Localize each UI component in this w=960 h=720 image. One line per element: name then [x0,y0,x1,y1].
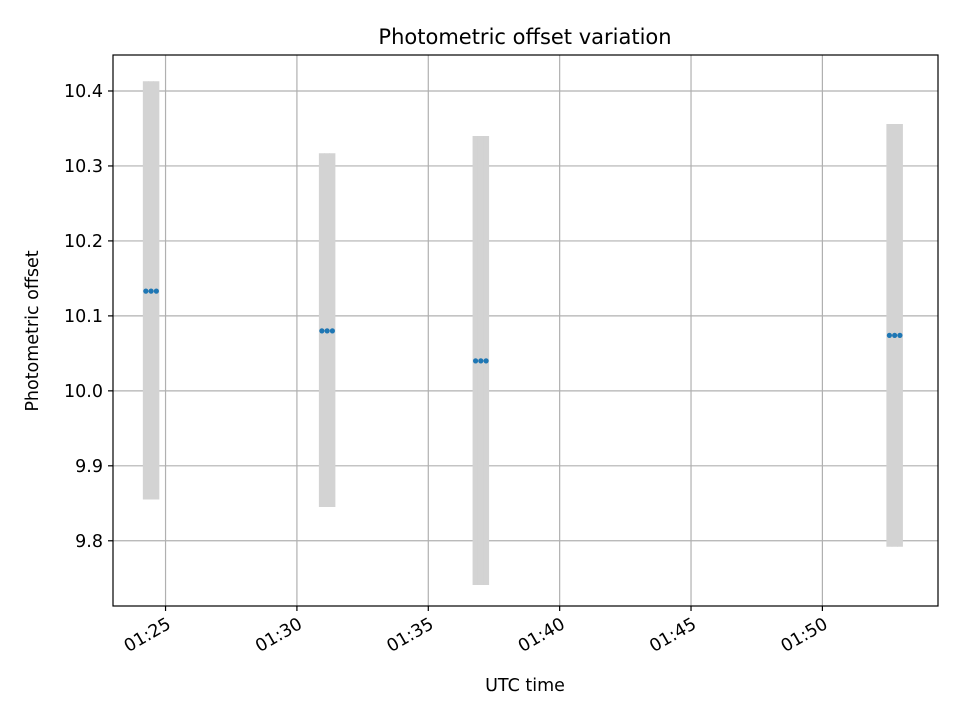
y-tick-label: 9.9 [75,457,103,477]
data-point [143,288,149,294]
y-tick-label: 9.8 [75,532,103,552]
plot-frame [112,54,939,607]
grid-lines [113,55,938,606]
data-point [478,358,484,364]
y-tick-label: 10.1 [64,307,103,327]
y-tick-label: 10.0 [64,382,103,402]
data-point [886,332,892,338]
y-tick-label: 10.4 [64,82,103,102]
y-tick-label: 10.3 [64,157,103,177]
data-point [148,288,154,294]
data-point [897,332,903,338]
data-points [143,288,903,364]
data-point [153,288,159,294]
data-point [892,332,898,338]
y-tick-label: 10.2 [64,232,103,252]
data-point [324,328,330,334]
data-point [472,358,479,364]
data-point [319,328,325,334]
x-axis-label: UTC time [485,676,565,696]
y-axis-ticks: 9.8 9.9 10.0 10.1 10.2 10.3 10.4 [64,82,113,552]
y-axis-label: Photometric offset [23,250,43,411]
chart-title: Photometric offset variation [378,25,671,49]
data-point [329,328,335,334]
data-point [483,358,489,364]
